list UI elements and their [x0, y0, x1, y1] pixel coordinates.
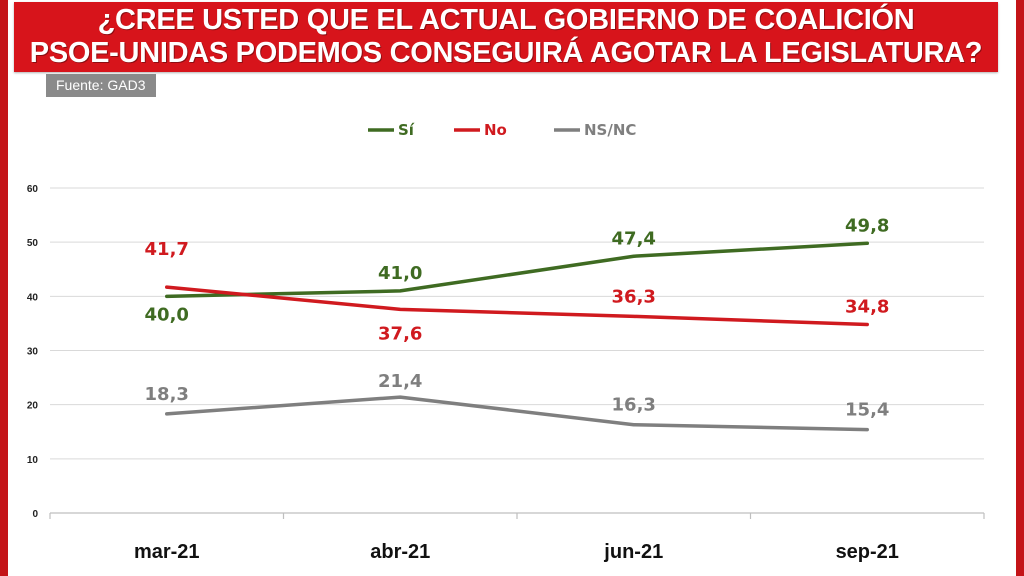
title-banner: ¿CREE USTED QUE EL ACTUAL GOBIERNO DE CO…: [14, 2, 998, 72]
source-label: Fuente: GAD3: [46, 74, 156, 97]
si-data-label: 47,4: [612, 228, 656, 249]
right-border: [1016, 0, 1024, 576]
no-data-label: 34,8: [845, 297, 889, 318]
x-tick-label: mar-21: [134, 541, 200, 563]
nsnc-data-label: 18,3: [145, 384, 189, 405]
x-tick-label: sep-21: [836, 541, 899, 563]
si-series-line: [165, 241, 869, 299]
chart-title-line-2: PSOE-UNIDAS PODEMOS CONSEGUIRÁ AGOTAR LA…: [29, 37, 983, 69]
nsnc-data-label: 21,4: [378, 371, 422, 392]
chart-panel: 0 10 20 30 40 50 60 mar-21 abr-21 jun-21 sep-21 40,…: [14, 98, 1004, 576]
y-tick-label: 0: [32, 509, 38, 520]
line-chart: 0 10 20 30 40 50 60 mar-21 abr-21 jun-21 sep-21 40,…: [27, 121, 985, 563]
y-tick-label: 40: [27, 292, 39, 303]
y-tick-label: 50: [27, 238, 39, 249]
x-tick-label: abr-21: [370, 541, 430, 563]
no-data-label: 41,7: [145, 239, 189, 260]
x-tick-label: jun-21: [603, 541, 663, 563]
chart-title-line-1: ¿CREE USTED QUE EL ACTUAL GOBIERNO DE CO…: [97, 4, 915, 36]
nsnc-data-label: 15,4: [845, 400, 889, 421]
y-tick-label: 10: [27, 455, 39, 466]
left-border: [0, 0, 8, 576]
y-tick-label: 20: [27, 401, 39, 412]
legend-si-label: Sí: [398, 121, 415, 139]
no-series-line: [165, 285, 869, 327]
y-tick-label: 30: [27, 347, 39, 358]
y-tick-label: 60: [27, 184, 39, 195]
legend-nsnc-label: NS/NC: [584, 121, 636, 139]
si-data-label: 40,0: [145, 304, 189, 325]
no-data-label: 36,3: [612, 286, 656, 307]
no-data-label: 37,6: [378, 323, 422, 344]
legend-no-label: No: [484, 121, 507, 139]
si-data-label: 49,8: [845, 215, 889, 236]
nsnc-series-line: [165, 395, 869, 432]
si-data-label: 41,0: [378, 263, 422, 284]
nsnc-data-label: 16,3: [612, 395, 656, 416]
